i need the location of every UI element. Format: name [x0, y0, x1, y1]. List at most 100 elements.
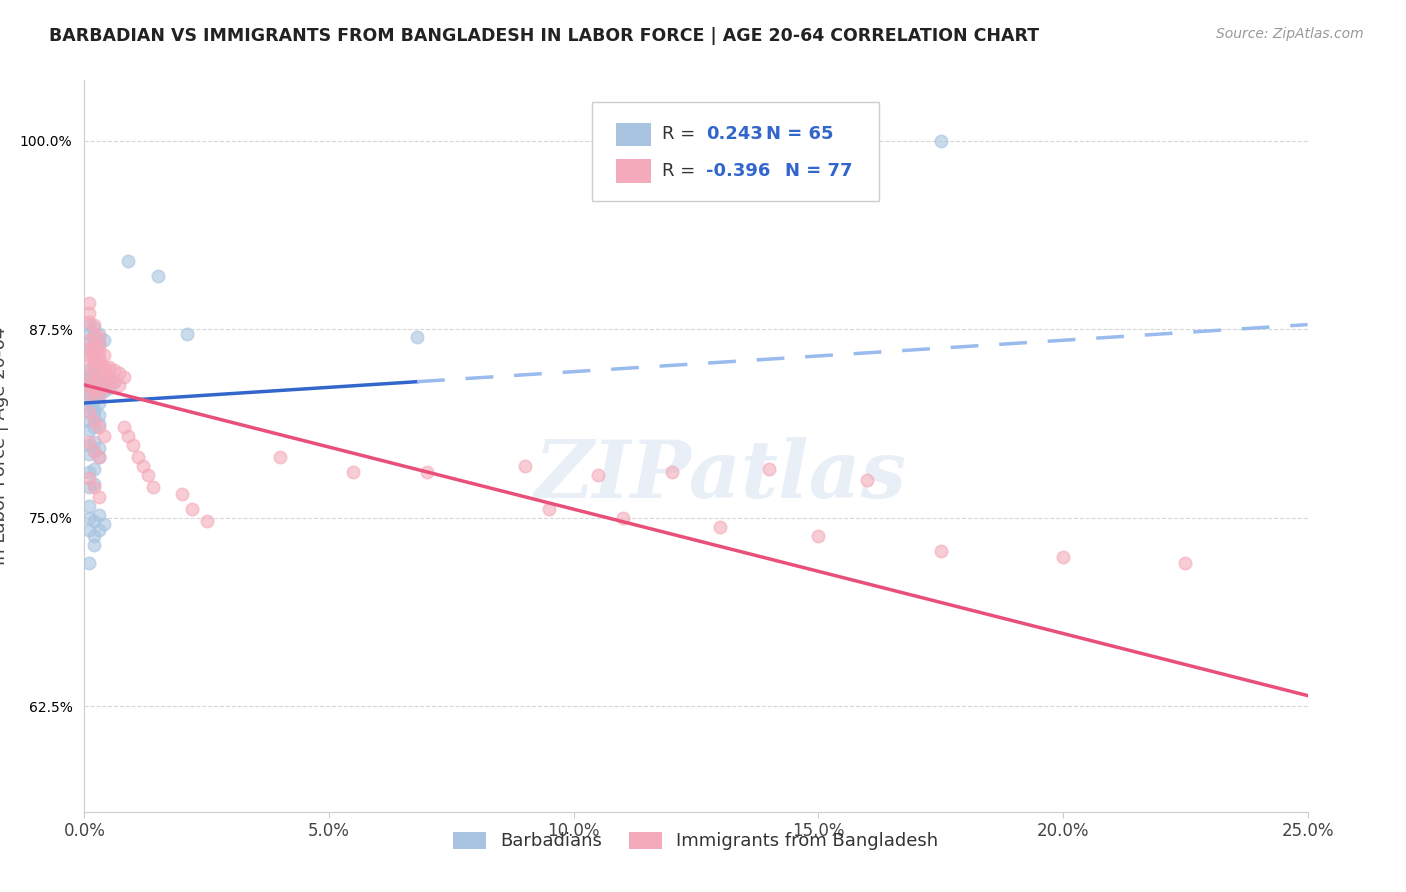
Point: [77, 510, 100, 524]
Point: [77, 363, 100, 377]
Point: [406, 329, 429, 343]
Point: [77, 414, 100, 428]
Point: [93, 384, 115, 398]
Point: [83, 375, 105, 389]
Point: [77, 438, 100, 452]
Point: [112, 370, 135, 384]
Point: [77, 378, 100, 392]
Point: [83, 477, 105, 491]
Point: [77, 342, 100, 356]
Point: [77, 399, 100, 413]
Point: [93, 429, 115, 443]
Point: [77, 357, 100, 371]
Point: [93, 363, 115, 377]
Point: [87, 442, 110, 456]
Point: [195, 514, 218, 528]
Point: [103, 375, 125, 389]
Point: [87, 523, 110, 537]
Point: [93, 348, 115, 362]
Point: [146, 269, 169, 284]
Point: [83, 372, 105, 386]
Point: [77, 375, 100, 389]
Bar: [616, 123, 651, 146]
Point: [77, 315, 100, 329]
Text: ZIPatlas: ZIPatlas: [534, 436, 907, 514]
Point: [117, 254, 139, 268]
Point: [87, 450, 110, 465]
Point: [87, 390, 110, 404]
Point: [83, 353, 105, 368]
Point: [93, 333, 115, 347]
Point: [83, 444, 105, 458]
Point: [176, 326, 198, 341]
Point: [77, 368, 100, 383]
Point: [87, 368, 110, 383]
Point: [586, 468, 609, 483]
Point: [416, 466, 439, 480]
Point: [77, 405, 100, 419]
Point: [83, 318, 105, 332]
Point: [83, 344, 105, 359]
Point: [77, 333, 100, 347]
Point: [77, 378, 100, 392]
Point: [93, 516, 115, 531]
Point: [87, 344, 110, 359]
Point: [83, 538, 105, 552]
Point: [77, 523, 100, 537]
Point: [83, 348, 105, 362]
Point: [83, 462, 105, 476]
Text: -0.396: -0.396: [706, 162, 770, 180]
Point: [87, 508, 110, 522]
Point: [103, 375, 125, 389]
Point: [87, 396, 110, 410]
Point: [83, 381, 105, 395]
Point: [83, 363, 105, 377]
Y-axis label: In Labor Force | Age 20-64: In Labor Force | Age 20-64: [0, 326, 8, 566]
Point: [77, 466, 100, 480]
Point: [172, 486, 194, 500]
Point: [83, 529, 105, 543]
Point: [83, 339, 105, 353]
Point: [87, 351, 110, 365]
Point: [83, 320, 105, 334]
Point: [77, 318, 100, 332]
Point: [77, 387, 100, 401]
Point: [112, 420, 135, 434]
Text: 0.243: 0.243: [706, 126, 762, 144]
Point: [342, 466, 364, 480]
Point: [87, 326, 110, 341]
Point: [709, 519, 731, 533]
Point: [929, 544, 952, 558]
Point: [142, 480, 165, 494]
Point: [97, 372, 120, 386]
Point: [87, 381, 110, 395]
Point: [1052, 549, 1074, 564]
Point: [83, 357, 105, 371]
Point: [77, 499, 100, 513]
Point: [1174, 556, 1197, 570]
Point: [83, 405, 105, 419]
Point: [93, 381, 115, 395]
Point: [83, 444, 105, 458]
FancyBboxPatch shape: [592, 103, 880, 201]
Point: [87, 408, 110, 422]
Point: [77, 387, 100, 401]
Point: [87, 329, 110, 343]
Point: [87, 353, 110, 368]
Point: [77, 556, 100, 570]
Point: [77, 335, 100, 350]
Point: [117, 429, 139, 443]
Point: [87, 359, 110, 374]
Text: R =: R =: [662, 162, 700, 180]
Point: [77, 480, 100, 494]
Point: [181, 501, 204, 516]
Point: [77, 423, 100, 437]
Point: [87, 420, 110, 434]
Point: [612, 510, 634, 524]
Point: [807, 529, 830, 543]
Text: N = 65: N = 65: [766, 126, 834, 144]
Point: [97, 381, 120, 395]
Point: [87, 450, 110, 465]
Text: R =: R =: [662, 126, 700, 144]
Legend: Barbadians, Immigrants from Bangladesh: Barbadians, Immigrants from Bangladesh: [446, 824, 946, 857]
